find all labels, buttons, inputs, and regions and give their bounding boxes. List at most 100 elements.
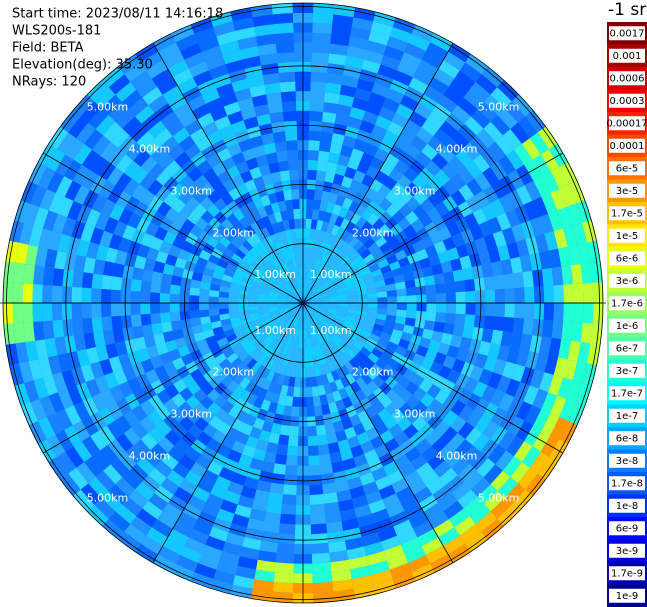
field-cell (122, 116, 142, 136)
field-cell (250, 315, 261, 322)
field-cell (269, 288, 280, 295)
field-cell (326, 269, 336, 279)
field-cell (42, 284, 53, 303)
field-cell (353, 584, 376, 599)
field-cell (270, 350, 279, 362)
field-cell (350, 212, 362, 225)
field-cell (590, 323, 603, 345)
field-cell (389, 563, 412, 579)
field-cell (72, 270, 84, 288)
field-cell (289, 306, 299, 313)
field-cell (366, 312, 377, 319)
field-cell (296, 318, 301, 329)
field-cell (451, 105, 471, 124)
field-cell (288, 295, 298, 301)
field-cell (90, 155, 108, 176)
field-cell (193, 519, 213, 536)
field-cell (403, 271, 415, 282)
field-cell (291, 406, 300, 417)
field-cell (267, 192, 278, 205)
field-cell (194, 27, 217, 43)
spoke (42, 152, 304, 304)
field-cell (289, 169, 299, 181)
field-cell (371, 268, 383, 278)
field-cell (80, 483, 102, 505)
colorbar-label-box (609, 476, 645, 491)
field-cell (195, 136, 212, 152)
field-cell (198, 553, 220, 570)
field-cell (115, 109, 135, 129)
field-cell (30, 185, 47, 208)
field-cell (307, 169, 317, 181)
field-cell (189, 310, 200, 319)
field-cell (454, 313, 466, 326)
field-cell (223, 101, 241, 116)
field-cell (386, 553, 408, 570)
field-cell (140, 399, 156, 416)
field-cell (130, 279, 142, 292)
field-cell (263, 262, 273, 272)
field-cell (356, 129, 372, 143)
field-cell (329, 213, 339, 225)
field-cell (304, 318, 308, 329)
field-cell (223, 363, 236, 376)
field-cell (371, 508, 390, 524)
field-cell (406, 196, 421, 211)
field-cell (304, 338, 308, 349)
field-cell (216, 444, 232, 459)
field-cell (260, 399, 271, 412)
field-cell (353, 7, 376, 22)
field-cell (473, 315, 485, 329)
field-cell (270, 422, 282, 435)
field-cell (340, 229, 351, 242)
field-cell (269, 257, 278, 268)
field-cell (243, 116, 259, 130)
field-cell (277, 394, 287, 406)
field-cell (246, 393, 258, 406)
field-cell (387, 296, 398, 303)
field-cell (76, 349, 90, 367)
field-cell (240, 318, 252, 326)
field-cell (307, 306, 316, 314)
field-cell (200, 196, 214, 211)
field-cell (173, 378, 188, 393)
range-ring-label: 1.00km (254, 324, 296, 337)
field-cell (191, 324, 203, 335)
field-cell (318, 304, 329, 307)
range-ring-label: 2.00km (212, 366, 254, 379)
field-cell (281, 311, 291, 318)
field-cell (305, 228, 311, 239)
field-cell (193, 203, 207, 218)
field-cell (141, 269, 154, 282)
field-cell (200, 409, 215, 424)
field-cell (322, 111, 337, 124)
field-cell (185, 182, 201, 197)
field-cell (348, 36, 369, 50)
field-cell (398, 402, 414, 417)
field-cell (335, 164, 348, 177)
field-cell (313, 3, 335, 15)
field-cell (339, 254, 350, 265)
field-cell (385, 190, 399, 204)
field-cell (325, 340, 334, 351)
field-cell (132, 325, 144, 339)
field-cell (220, 92, 238, 107)
field-cell (278, 434, 290, 446)
field-cell (338, 299, 349, 303)
field-cell (42, 210, 58, 232)
field-cell (307, 307, 315, 315)
field-cell (39, 189, 56, 211)
field-cell (281, 323, 289, 333)
field-cell (268, 308, 279, 313)
field-cell (516, 401, 533, 421)
field-cell (227, 143, 242, 157)
field-cell (434, 169, 451, 186)
field-cell (285, 282, 294, 292)
field-cell (264, 390, 274, 402)
field-cell (335, 332, 346, 342)
field-cell (360, 329, 372, 338)
field-cell (342, 321, 354, 329)
field-cell (496, 212, 512, 231)
field-cell (200, 281, 211, 290)
field-cell (577, 242, 591, 264)
